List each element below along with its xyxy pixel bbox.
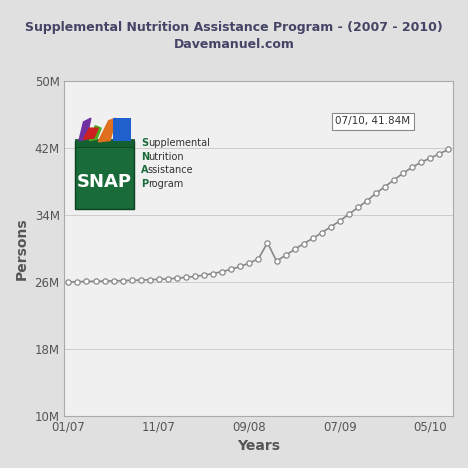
X-axis label: Years: Years bbox=[237, 439, 280, 453]
Text: Supplemental Nutrition Assistance Program - (2007 - 2010): Supplemental Nutrition Assistance Progra… bbox=[25, 21, 443, 34]
Text: Davemanuel.com: Davemanuel.com bbox=[174, 38, 294, 51]
Y-axis label: Persons: Persons bbox=[15, 217, 29, 280]
Text: 07/10, 41.84M: 07/10, 41.84M bbox=[336, 117, 410, 126]
